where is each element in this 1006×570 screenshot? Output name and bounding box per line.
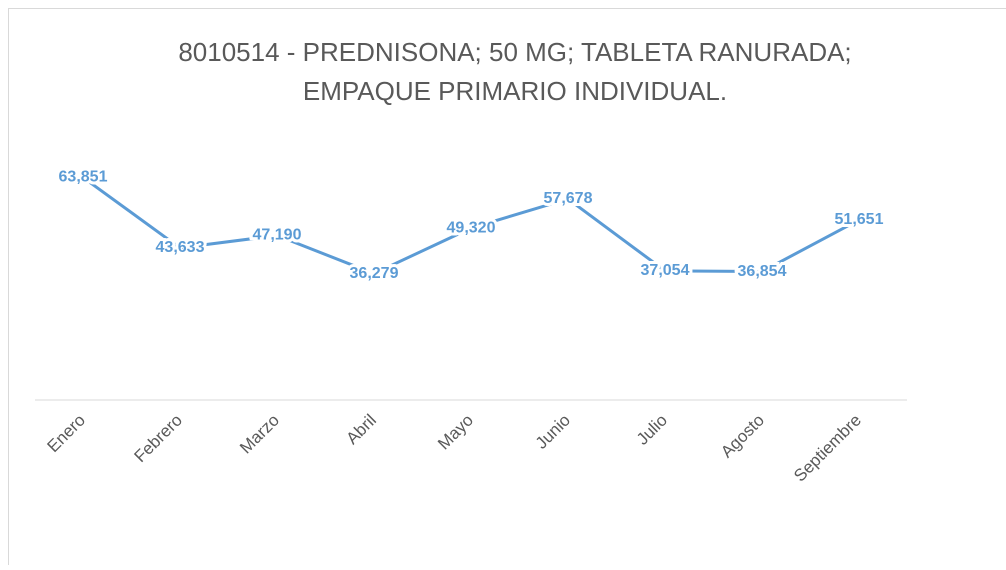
data-label: 47,190 (253, 227, 302, 244)
data-label: 57,678 (544, 190, 593, 207)
data-label: 36,854 (738, 263, 787, 280)
chart-title: EMPAQUE PRIMARIO INDIVIDUAL. (303, 76, 727, 106)
data-label: 63,851 (59, 169, 108, 186)
data-label: 43,633 (156, 239, 205, 256)
data-label: 37,054 (641, 262, 690, 279)
chart-title: 8010514 - PREDNISONA; 50 MG; TABLETA RAN… (178, 37, 851, 67)
data-label: 49,320 (447, 219, 496, 236)
data-label: 36,279 (350, 265, 399, 282)
data-label: 51,651 (835, 211, 884, 228)
